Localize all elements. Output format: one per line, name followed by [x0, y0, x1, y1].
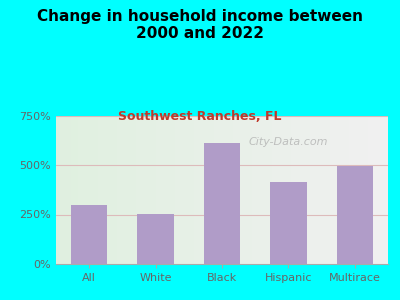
- Text: Change in household income between
2000 and 2022: Change in household income between 2000 …: [37, 9, 363, 41]
- Text: Southwest Ranches, FL: Southwest Ranches, FL: [118, 110, 282, 122]
- Bar: [336, 166, 373, 264]
- Bar: [204, 143, 240, 264]
- Bar: [71, 205, 108, 264]
- Bar: [137, 214, 174, 264]
- Bar: [270, 182, 307, 264]
- Text: City-Data.com: City-Data.com: [249, 137, 328, 147]
